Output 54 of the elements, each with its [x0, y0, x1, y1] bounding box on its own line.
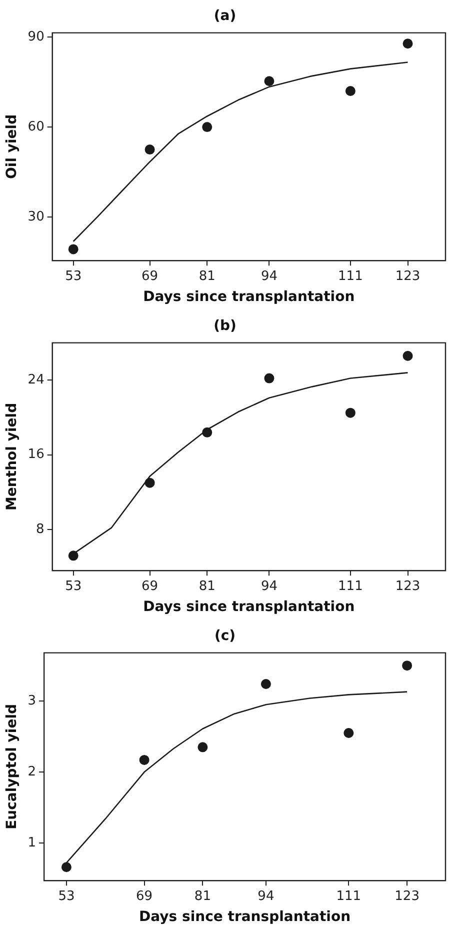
x-tick-label: 123	[395, 268, 420, 284]
chart-title: (a)	[214, 8, 236, 24]
chart-title: (c)	[214, 628, 236, 644]
x-tick-label: 53	[65, 268, 82, 284]
point	[260, 679, 271, 690]
point	[144, 478, 155, 488]
x-tick-label: 111	[336, 888, 362, 904]
x-tick-label: 53	[65, 578, 82, 594]
point	[68, 244, 78, 254]
chart-title: (b)	[214, 318, 236, 334]
point	[344, 728, 354, 738]
y-axis-title: Menthol yield	[4, 402, 20, 510]
x-tick-label: 111	[338, 578, 363, 594]
y-axis-title: Oil yield	[4, 114, 20, 180]
point	[139, 754, 150, 765]
point	[202, 122, 212, 132]
x-tick-label: 94	[258, 888, 274, 904]
point	[264, 76, 274, 86]
y-tick-label: 16	[28, 447, 44, 462]
x-tick-label: 94	[260, 578, 278, 594]
point	[345, 86, 356, 96]
y-tick-label: 1	[28, 835, 36, 850]
x-tick-label: 111	[338, 268, 363, 284]
point	[144, 144, 155, 155]
x-tick-label: 53	[58, 888, 75, 904]
x-tick-label: 123	[394, 888, 420, 904]
x-tick-label: 94	[260, 268, 278, 284]
x-tick-label: 123	[395, 578, 420, 594]
y-tick-label: 24	[28, 372, 44, 388]
y-tick-label: 2	[28, 764, 36, 780]
point	[202, 427, 212, 438]
point	[402, 38, 413, 49]
x-tick-label: 81	[198, 268, 216, 284]
point	[61, 862, 72, 872]
x-tick-label: 69	[142, 268, 158, 284]
x-axis-title: Days since transplantation	[143, 289, 355, 306]
y-tick-label: 8	[36, 522, 44, 537]
point	[198, 742, 208, 752]
x-tick-label: 69	[142, 578, 158, 594]
point	[68, 550, 78, 561]
point	[264, 373, 274, 384]
x-tick-label: 69	[136, 888, 153, 904]
x-axis-title: Days since transplantation	[139, 909, 351, 926]
y-tick-label: 60	[28, 119, 44, 134]
y-axis-title: Eucalyptol yield	[4, 704, 20, 830]
y-tick-label: 90	[28, 29, 44, 44]
x-axis-title: Days since transplantation	[143, 599, 355, 616]
point	[402, 350, 413, 361]
point	[402, 660, 412, 671]
point	[345, 408, 356, 418]
x-tick-label: 81	[194, 888, 211, 904]
x-tick-label: 81	[198, 578, 216, 594]
y-tick-label: 3	[28, 693, 36, 708]
y-tick-label: 30	[28, 209, 44, 224]
